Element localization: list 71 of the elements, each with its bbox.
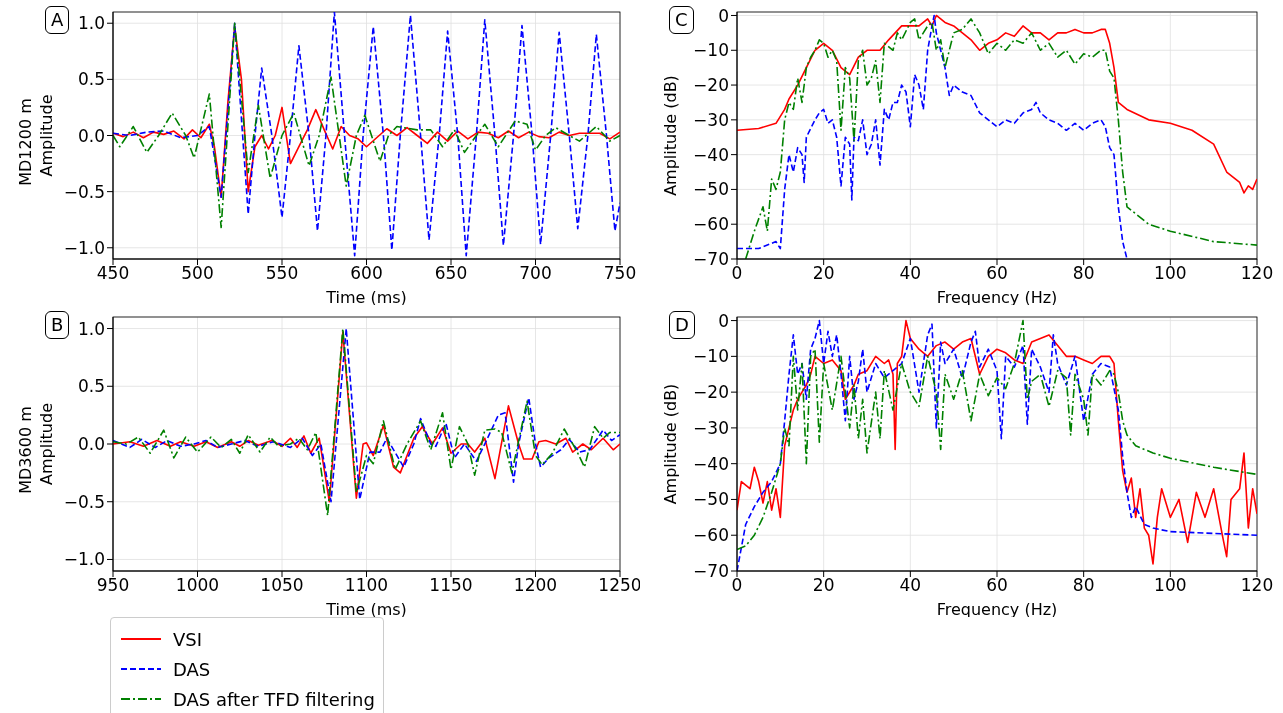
- x-tick-label: 450: [96, 263, 130, 284]
- x-tick-label: 100: [1154, 263, 1187, 284]
- y-tick-label: −50: [693, 179, 729, 200]
- chart-title: A: [45, 6, 70, 34]
- y-tick-label: −10: [693, 40, 729, 61]
- legend-label: DAS: [173, 658, 211, 680]
- x-tick-label: 1100: [344, 575, 389, 596]
- x-tick-label: 1250: [598, 575, 642, 596]
- chart-title: C: [669, 6, 694, 34]
- x-tick-label: 120: [1240, 263, 1274, 284]
- x-tick-label: 40: [899, 263, 922, 284]
- legend-label: DAS after TFD filtering: [173, 688, 375, 710]
- y-tick-label: −60: [693, 214, 729, 235]
- x-tick-label: 60: [986, 575, 1008, 596]
- y-tick-label: −1.0: [63, 237, 105, 258]
- x-tick-label: 0: [731, 575, 743, 596]
- y-tick-label: −0.5: [63, 491, 105, 512]
- x-tick-label: 80: [1072, 263, 1095, 284]
- text: MD1200 m: [16, 96, 36, 188]
- x-tick-label: 0: [731, 263, 743, 284]
- y-tick-label: −70: [693, 561, 729, 582]
- y-tick-label: −50: [693, 489, 729, 510]
- x-tick-label: 600: [350, 263, 383, 284]
- y-tick-label: −60: [693, 525, 729, 546]
- chart-title: B: [45, 311, 70, 339]
- y-tick-label: 1.0: [77, 318, 105, 339]
- x-tick-label: 1150: [429, 575, 473, 596]
- line-series: [113, 22, 620, 229]
- x-tick-label: 80: [1072, 575, 1095, 596]
- y-axis-title: Amplitude (dB): [660, 75, 680, 196]
- x-tick-label: 20: [812, 575, 835, 596]
- x-tick-label: 100: [1154, 575, 1187, 596]
- x-tick-label: 500: [181, 263, 214, 284]
- x-tick-label: 700: [519, 263, 552, 284]
- x-tick-label: 650: [434, 263, 468, 284]
- x-tick-label: 950: [96, 575, 130, 596]
- x-tick-label: 750: [603, 263, 637, 284]
- y-tick-label: −30: [693, 109, 729, 130]
- x-tick-label: 550: [265, 263, 299, 284]
- y-tick-label: 0.5: [77, 376, 105, 397]
- y-tick-label: 0.0: [77, 434, 105, 455]
- y-tick-label: 0.5: [77, 69, 105, 90]
- x-tick-label: 1200: [513, 575, 558, 596]
- y-tick-label: −30: [693, 417, 729, 438]
- y-axis-title: Amplitude: [36, 403, 56, 485]
- y-tick-label: 1.0: [77, 13, 105, 34]
- x-tick-label: 120: [1240, 575, 1274, 596]
- x-axis-title: Time (ms): [325, 288, 407, 307]
- x-tick-label: 60: [986, 263, 1008, 284]
- x-tick-label: 20: [812, 263, 835, 284]
- y-tick-label: −40: [693, 453, 729, 474]
- y-tick-label: −10: [693, 346, 729, 367]
- line-series: [744, 18, 1257, 259]
- chart-title: D: [669, 311, 695, 339]
- y-tick-label: −0.5: [63, 181, 105, 202]
- y-tick-label: −1.0: [63, 549, 105, 570]
- legend-label: VSI: [173, 628, 203, 650]
- y-tick-label: 0.0: [77, 125, 105, 146]
- y-tick-label: 0: [718, 5, 729, 26]
- y-tick-label: −20: [693, 382, 729, 403]
- y-tick-label: 0: [718, 310, 729, 331]
- x-tick-label: 40: [899, 575, 922, 596]
- y-tick-label: −40: [693, 144, 729, 165]
- y-tick-label: −70: [693, 249, 729, 270]
- x-tick-label: 1050: [260, 575, 304, 596]
- y-tick-label: −20: [693, 75, 729, 96]
- y-axis-title: Amplitude (dB): [660, 383, 680, 505]
- y-axis-title: Amplitude: [36, 94, 56, 177]
- x-tick-label: 1000: [175, 575, 220, 596]
- text: MD3600 m: [16, 405, 36, 496]
- x-axis-title: Time (ms): [325, 600, 407, 619]
